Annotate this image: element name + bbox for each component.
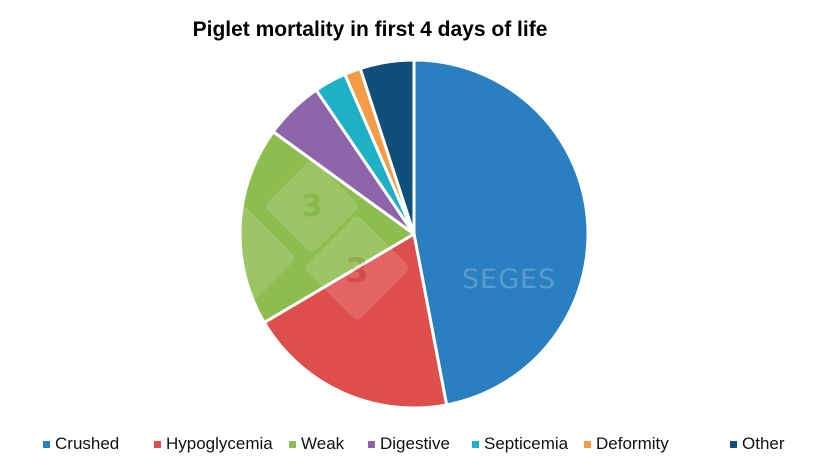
legend-item-crushed: Crushed bbox=[43, 434, 119, 454]
legend-marker-icon bbox=[368, 440, 375, 448]
legend-item-septicemia: Septicemia bbox=[472, 434, 568, 454]
svg-text:3: 3 bbox=[345, 251, 369, 291]
pie-slice-crushed bbox=[412, 58, 590, 407]
legend-marker-icon bbox=[43, 440, 50, 448]
legend-marker-icon bbox=[584, 440, 591, 448]
legend-label: Other bbox=[742, 434, 785, 453]
legend-label: Digestive bbox=[380, 434, 450, 453]
legend-item-digestive: Digestive bbox=[368, 434, 450, 454]
pie-slice-weak bbox=[238, 130, 416, 325]
legend-label: Hypoglycemia bbox=[166, 434, 273, 453]
pie-slice-hypoglycemia bbox=[262, 232, 449, 410]
pie-slice-other bbox=[358, 58, 416, 236]
watermark-logo: 3 3 bbox=[185, 160, 409, 320]
watermark-text: SEGES bbox=[462, 264, 557, 295]
svg-text:3: 3 bbox=[302, 189, 323, 224]
legend-label: Weak bbox=[301, 434, 345, 453]
legend-item-other: Other bbox=[730, 434, 785, 454]
legend-marker-icon bbox=[154, 440, 161, 448]
chart-title: Piglet mortality in first 4 days of life bbox=[192, 18, 548, 41]
legend-item-weak: Weak bbox=[289, 434, 344, 454]
legend-item-hypoglycemia: Hypoglycemia bbox=[154, 434, 273, 454]
legend-marker-icon bbox=[289, 440, 296, 448]
legend-marker-icon bbox=[730, 440, 737, 448]
legend-label: Septicemia bbox=[484, 434, 569, 453]
legend-label: Crushed bbox=[55, 434, 120, 453]
legend-label: Deformity bbox=[596, 434, 669, 453]
pie-slices bbox=[238, 58, 590, 410]
legend-marker-icon bbox=[472, 440, 479, 448]
legend-item-deformity: Deformity bbox=[584, 434, 669, 454]
